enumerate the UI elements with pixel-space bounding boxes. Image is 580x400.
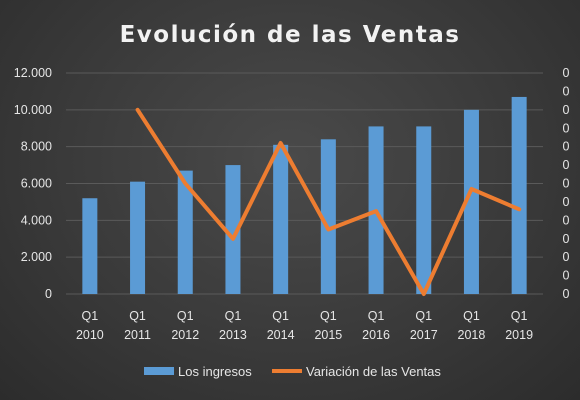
right-tick-label: 0	[563, 269, 570, 283]
right-tick-label: 0	[563, 66, 570, 80]
series-line	[135, 107, 522, 296]
left-axis-ticks: 0 2.000 4.000 6.000 8.000 10.000 12.000	[14, 66, 52, 301]
x-tick-label: Q1 2013	[219, 309, 247, 342]
left-tick-label: 2.000	[21, 250, 52, 264]
bar	[320, 139, 336, 294]
bar	[511, 96, 527, 294]
x-tick-label: Q1 2016	[362, 309, 390, 342]
x-tick-label: Q1 2010	[76, 309, 104, 342]
right-tick-label: 0	[563, 213, 570, 227]
right-axis-ticks: 0 0 0 0 0 0 0 0 0 0 0 0 0	[563, 66, 570, 301]
legend-label-ingresos: Los ingresos	[178, 364, 252, 379]
legend: Los ingresos Variación de las Ventas	[144, 364, 441, 379]
line-series	[135, 107, 522, 296]
bar-series	[82, 96, 527, 295]
left-tick-label: 10.000	[14, 103, 52, 117]
right-tick-label: 0	[563, 177, 570, 191]
bar	[273, 144, 289, 294]
right-tick-label: 0	[563, 287, 570, 301]
right-tick-label: 0	[563, 103, 570, 117]
right-tick-label: 0	[563, 158, 570, 172]
left-tick-label: 6.000	[21, 177, 52, 191]
gridlines	[66, 72, 543, 295]
left-tick-label: 12.000	[14, 66, 52, 80]
right-tick-label: 0	[563, 140, 570, 154]
x-tick-label: Q1 2014	[267, 309, 295, 342]
chart-title: Evolución de las Ventas	[120, 22, 461, 48]
bar	[416, 126, 432, 295]
x-tick-label: Q1 2018	[458, 309, 486, 342]
x-tick-label: Q1 2012	[171, 309, 199, 342]
right-tick-label: 0	[563, 232, 570, 246]
x-tick-label: Q1 2019	[505, 309, 533, 342]
legend-label-variacion: Variación de las Ventas	[306, 364, 441, 379]
bar	[130, 181, 146, 294]
left-tick-label: 8.000	[21, 140, 52, 154]
bar	[82, 198, 98, 294]
bar	[177, 170, 193, 294]
left-tick-label: 4.000	[21, 213, 52, 227]
right-tick-label: 0	[563, 121, 570, 135]
x-tick-label: Q1 2011	[124, 309, 151, 342]
x-tick-label: Q1 2017	[410, 309, 438, 342]
right-tick-label: 0	[563, 195, 570, 209]
x-axis-ticks: Q1 2010 Q1 2011 Q1 2012 Q1 2013 Q1 2014 Q1 2015 Q1 20…	[76, 309, 533, 342]
right-tick-label: 0	[563, 84, 570, 98]
x-tick-label: Q1 2015	[314, 309, 342, 342]
bar	[225, 165, 241, 294]
legend-swatch-bar	[144, 367, 174, 375]
left-tick-label: 0	[45, 287, 52, 301]
bar	[463, 109, 479, 294]
right-tick-label: 0	[563, 250, 570, 264]
